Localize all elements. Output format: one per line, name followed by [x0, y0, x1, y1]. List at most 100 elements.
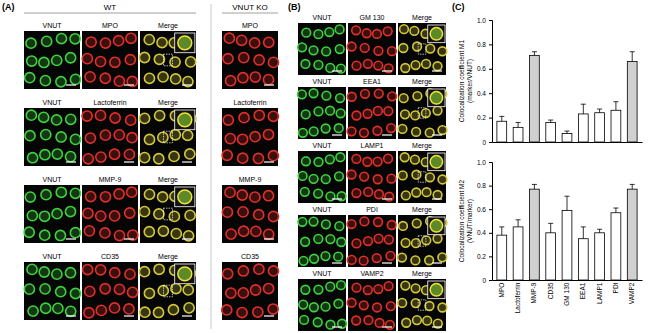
error-line [550, 223, 551, 232]
label: Lactoferrin [93, 99, 126, 106]
cell [321, 175, 330, 184]
cell [300, 316, 309, 325]
cell [401, 281, 410, 290]
cell [268, 211, 278, 221]
image [398, 151, 447, 203]
cell [25, 131, 35, 141]
cell [52, 115, 62, 125]
x-axis-line [493, 280, 643, 281]
y-tick: 0.8 [477, 182, 492, 189]
cell [41, 130, 51, 140]
y-tick: 0.6 [477, 65, 492, 72]
cell [335, 45, 344, 54]
image [298, 215, 346, 267]
y-tick-mark [489, 44, 492, 45]
error-bar [613, 208, 618, 213]
error-bar [565, 196, 570, 210]
error-bar [548, 120, 553, 122]
label: MPO [102, 22, 119, 29]
cell [309, 303, 318, 312]
error-cap [613, 101, 618, 102]
error-cap [630, 51, 635, 52]
cell [364, 237, 373, 246]
cell [412, 239, 421, 248]
micrograph [348, 279, 396, 331]
cell [226, 76, 236, 86]
cell [387, 124, 396, 133]
cell [114, 230, 124, 240]
y-tick-mark [489, 20, 492, 21]
error-bar [630, 184, 635, 189]
micrograph [398, 215, 446, 267]
error-bar [613, 102, 618, 111]
bar [513, 127, 523, 142]
inset [175, 110, 195, 130]
cell [96, 211, 106, 221]
cell [388, 92, 397, 101]
micrograph [82, 185, 138, 243]
bar [611, 110, 621, 142]
cell [298, 43, 307, 52]
micrograph [222, 185, 278, 243]
micrograph [140, 108, 196, 166]
cell [363, 59, 372, 68]
scale-bar [182, 315, 192, 316]
cell [336, 153, 345, 162]
scale-bar [66, 315, 76, 316]
cell [144, 73, 154, 83]
cell [222, 150, 232, 160]
scale-bar [66, 238, 76, 239]
bar [595, 233, 605, 280]
cell [95, 110, 105, 120]
x-tick-label: EEA1 [579, 282, 586, 299]
cell [375, 190, 384, 199]
image [347, 87, 396, 139]
y-tick-mark [489, 162, 492, 163]
cell [124, 149, 134, 159]
y-tick-label: 1.0 [477, 17, 486, 24]
bar [497, 121, 507, 142]
cell [422, 60, 431, 69]
cell [127, 133, 137, 143]
cell [363, 109, 372, 118]
cell [352, 239, 361, 248]
scale-bar [332, 326, 342, 327]
cell [400, 153, 409, 162]
error-bar [532, 184, 537, 189]
y-tick: 0.4 [477, 229, 492, 236]
cell [374, 61, 383, 70]
inset-box [164, 54, 173, 66]
error-cap [597, 109, 602, 110]
cell [335, 222, 344, 231]
cell [268, 151, 278, 161]
cell [66, 53, 76, 63]
y-tick-label: 0.8 [477, 182, 486, 189]
inset-cell [178, 113, 192, 127]
cell [66, 114, 76, 124]
cell [110, 113, 120, 123]
y-axis-line [489, 163, 493, 281]
bar [578, 114, 588, 142]
cell [401, 191, 410, 200]
label: CD35 [101, 253, 119, 260]
cell [326, 235, 335, 244]
y-tick-label: 1.0 [477, 159, 486, 166]
inset-box [418, 44, 426, 54]
y-tick: 0 [482, 139, 492, 146]
cell [70, 288, 80, 298]
cell [26, 38, 36, 48]
cell [411, 284, 420, 293]
image [298, 87, 346, 139]
cell [250, 132, 260, 142]
error-bar [630, 52, 635, 62]
header-rule [222, 13, 278, 14]
error-line [615, 102, 616, 111]
cell [83, 264, 93, 274]
cell [334, 299, 343, 308]
cell [224, 33, 234, 43]
cell [96, 265, 106, 275]
error-cap [532, 184, 537, 185]
y-tick-label: 0.4 [477, 229, 486, 236]
cell [438, 47, 447, 56]
x-tick-label: Lactoferrin [514, 282, 521, 313]
